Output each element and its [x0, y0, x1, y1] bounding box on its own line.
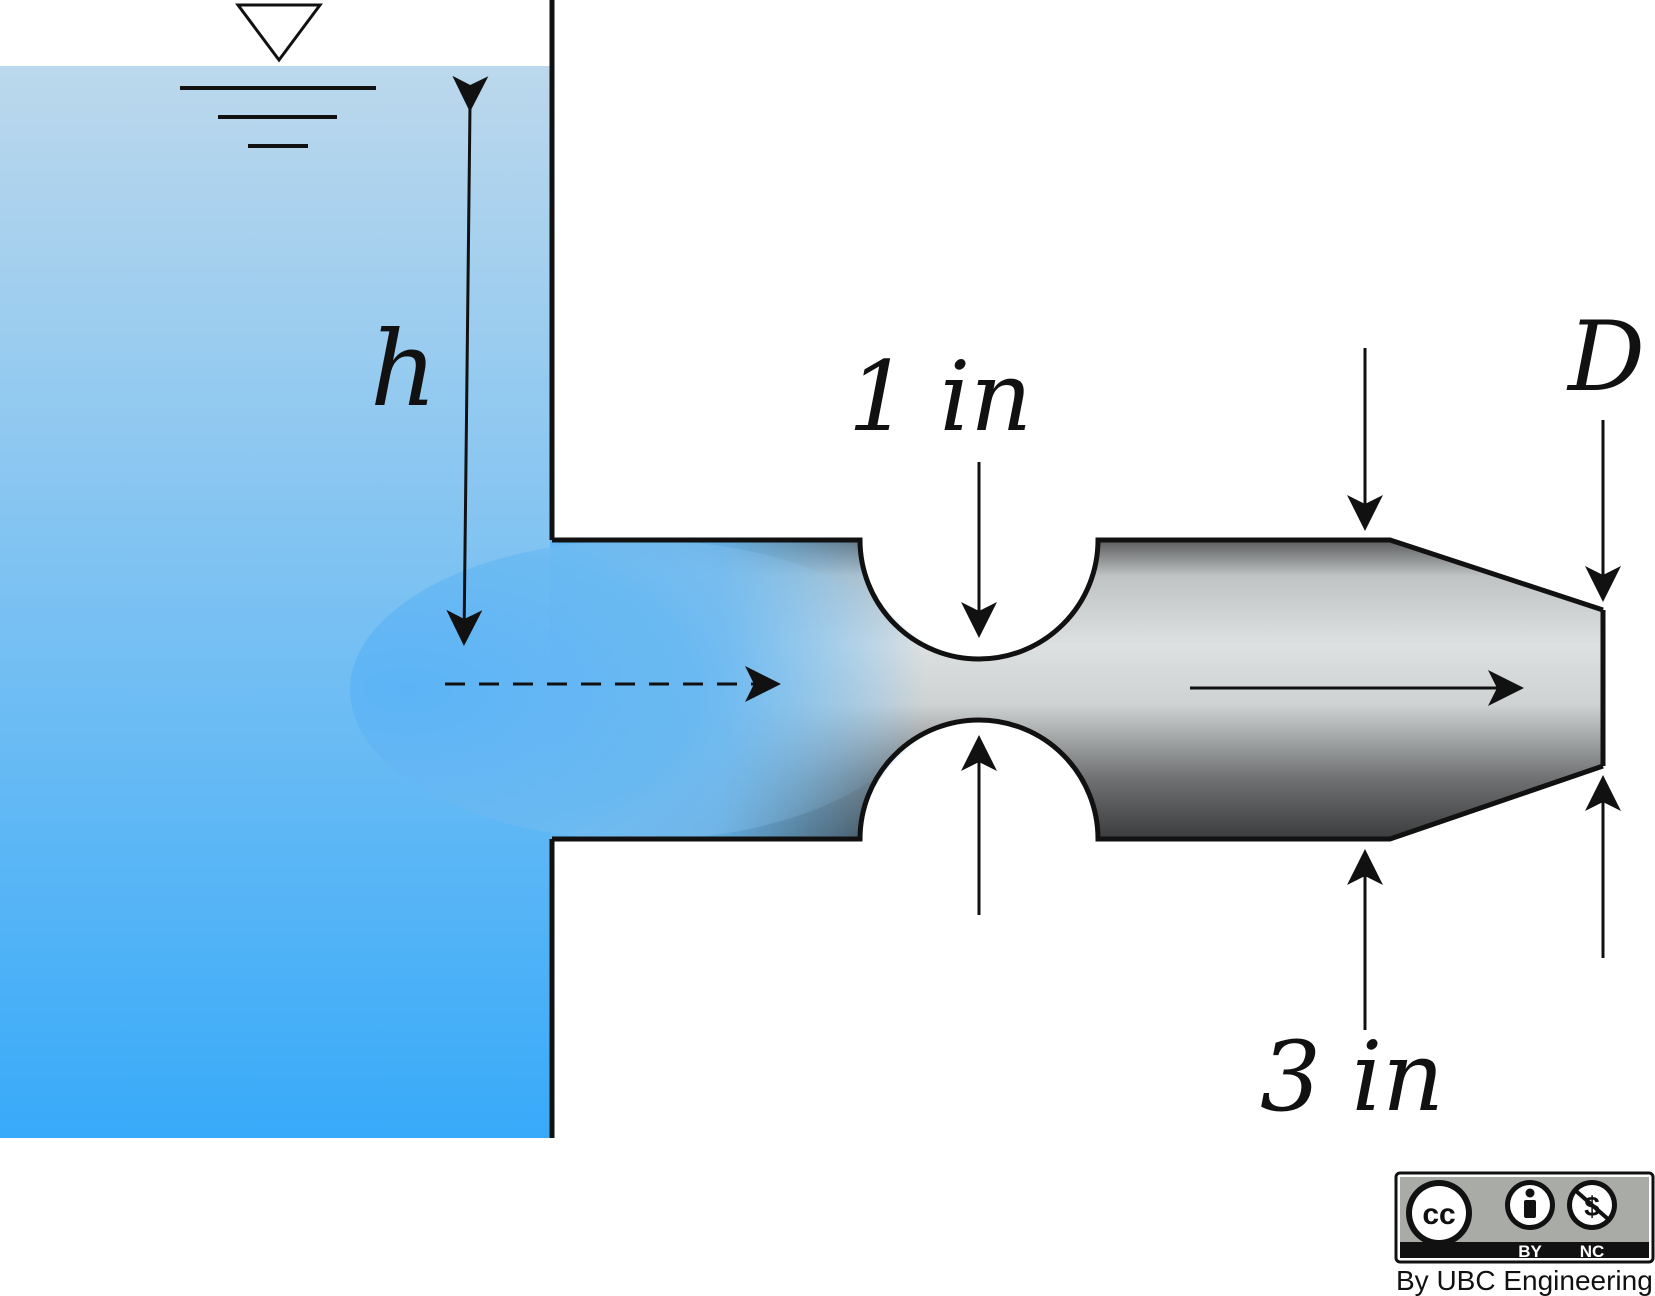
pipe-outline-top	[552, 537, 1604, 662]
cc-nc-text: NC	[1580, 1242, 1605, 1261]
free-surface-triangle	[235, 3, 323, 63]
throat-diameter-label: 1 in	[848, 341, 1032, 453]
cc-mark-text: cc	[1422, 1198, 1455, 1231]
cc-license-badge: cc $ BY NC	[1394, 1171, 1655, 1264]
pipe-outline-bottom	[552, 717, 1604, 842]
head-dimension-arrow	[446, 75, 489, 646]
exit-diameter-label: D	[1566, 301, 1645, 413]
water-jet-glow	[350, 540, 930, 840]
pipe-diameter-label: 3 in	[1260, 1021, 1444, 1133]
head-label: h	[370, 308, 437, 430]
credit-text: By UBC Engineering	[1396, 1265, 1653, 1296]
cc-by-text: BY	[1518, 1242, 1542, 1261]
